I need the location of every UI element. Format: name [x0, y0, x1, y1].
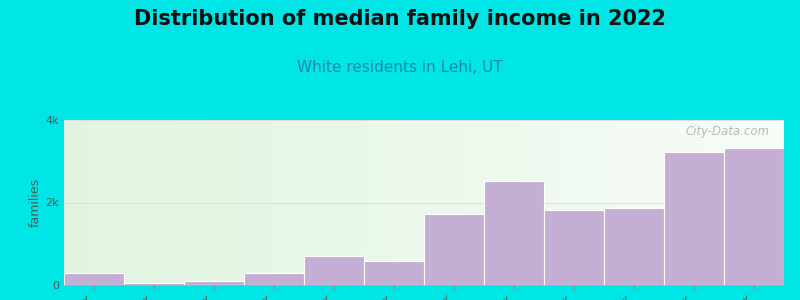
Bar — [724, 148, 784, 285]
Bar — [184, 281, 244, 285]
Text: White residents in Lehi, UT: White residents in Lehi, UT — [297, 60, 503, 75]
Text: City-Data.com: City-Data.com — [686, 125, 770, 138]
Bar — [484, 181, 544, 285]
Text: Distribution of median family income in 2022: Distribution of median family income in … — [134, 9, 666, 29]
Bar — [664, 152, 724, 285]
Bar — [304, 256, 364, 285]
Y-axis label: families: families — [28, 178, 42, 227]
Bar — [64, 274, 124, 285]
Bar — [604, 208, 664, 285]
Bar — [124, 283, 184, 285]
Bar — [244, 273, 304, 285]
Bar — [364, 261, 424, 285]
Bar — [424, 214, 484, 285]
Bar — [544, 210, 604, 285]
